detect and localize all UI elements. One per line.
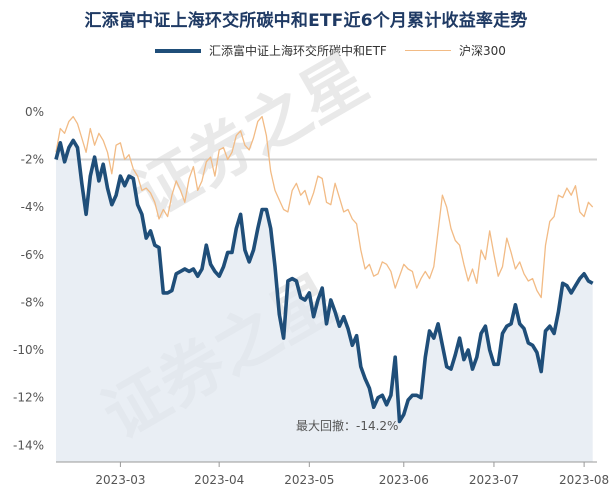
series-line-hs300 — [55, 115, 594, 299]
chart-title: 汇添富中证上海环交所碳中和ETF近6个月累计收益率走势 — [84, 11, 528, 31]
x-tick-label: 2023-04 — [194, 473, 244, 487]
x-tick-label: 2023-07 — [469, 473, 519, 487]
x-tick-label: 2023-05 — [284, 473, 334, 487]
y-tick-label: -12% — [13, 391, 44, 405]
legend-label-hs300: 沪深300 — [459, 44, 506, 58]
x-tick-label: 2023-06 — [379, 473, 429, 487]
y-tick-label: 0% — [25, 105, 44, 119]
legend: 汇添富中证上海环交所碳中和ETF 沪深300 — [0, 42, 612, 60]
y-tick-label: -8% — [21, 295, 44, 309]
legend-swatch-etf — [155, 48, 201, 53]
legend-item-hs300: 沪深300 — [405, 42, 506, 59]
legend-label-etf: 汇添富中证上海环交所碳中和ETF — [209, 44, 387, 58]
watermark-text: 证券之星 — [121, 42, 380, 234]
legend-swatch-hs300 — [405, 50, 451, 51]
etf-area-fill — [56, 140, 593, 462]
series-line-etf — [54, 138, 594, 424]
legend-item-etf: 汇添富中证上海环交所碳中和ETF — [155, 42, 387, 59]
y-tick-label: -14% — [13, 438, 44, 452]
y-tick-label: -6% — [21, 248, 44, 262]
max-drawdown-annotation: 最大回撤：-14.2% — [296, 418, 398, 433]
x-tick-label: 2023-03 — [95, 473, 145, 487]
y-tick-label: -4% — [21, 200, 44, 214]
y-tick-label: -2% — [21, 152, 44, 166]
x-tick-label: 2023-08 — [559, 473, 609, 487]
y-tick-label: -10% — [13, 343, 44, 357]
